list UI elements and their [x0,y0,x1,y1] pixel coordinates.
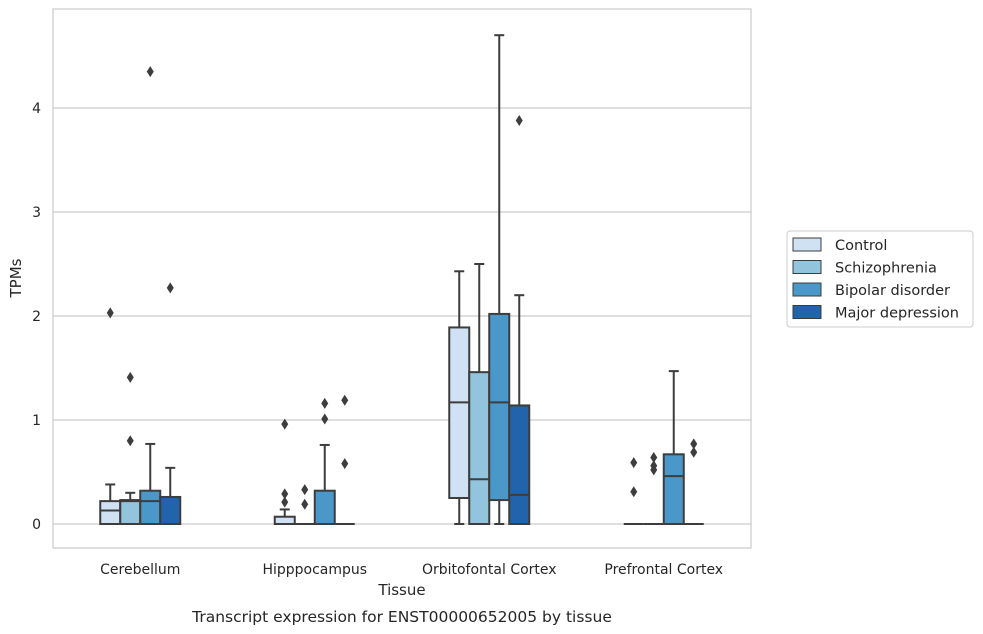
box-body [508,404,531,525]
x-tick-label-4: Prefrontal Cortex [604,562,723,578]
box-2-3 [468,263,491,525]
box-body [662,453,685,526]
legend-swatch-1 [792,237,822,252]
box-2-4 [643,451,664,525]
box-plots [99,34,704,526]
outlier-point [650,451,658,463]
outlier-point [126,371,134,383]
y-axis-label: TPMs [7,258,25,298]
outlier-point [126,435,134,447]
box-2-2 [294,484,315,525]
x-tick-label-2: Hipppocampus [262,562,367,578]
y-tick-label-2: 2 [32,309,41,325]
box-3-2 [313,397,336,525]
legend-label-1: Control [835,238,887,254]
box-1-1 [99,307,122,525]
legend-swatch-2 [792,260,822,274]
box-4-1 [159,282,182,525]
y-tick-labels: 0 1 2 3 4 [32,101,41,533]
y-tick-label-1: 1 [32,413,41,429]
legend-frame [786,230,974,328]
outlier-point [301,484,309,496]
box-body [139,489,162,525]
outlier-point [341,458,349,470]
x-tick-label-3: Orbitofontal Cortex [422,562,557,578]
grid-lines [53,107,751,525]
outlier-point [281,488,289,500]
box-4-4 [683,438,704,525]
legend: Control Schizophrenia Bipolar disorder Majo… [786,230,974,328]
box-body [448,326,471,499]
legend-label-2: Schizophrenia [835,261,937,277]
outlier-point [281,418,289,430]
y-tick-label-4: 4 [32,101,41,117]
outlier-point [106,307,114,319]
box-body [159,495,182,525]
x-tick-labels: Cerebellum Hipppocampus Orbitofontal Corte… [100,562,723,578]
legend-swatch-4 [792,305,822,319]
y-tick-label-0: 0 [32,517,41,533]
outlier-point [281,496,289,508]
outlier-point [341,394,349,406]
y-tick-label-3: 3 [32,205,41,221]
outlier-point [321,397,329,409]
box-3-1 [139,66,162,525]
outlier-point [650,460,658,472]
box-body [313,489,336,525]
box-4-3 [508,114,531,525]
outlier-point [146,66,154,78]
legend-label-3: Bipolar disorder [835,283,950,299]
outlier-point [166,282,174,294]
chart-caption: Transcript expression for ENST0000065200… [191,608,612,626]
outlier-point [630,486,638,498]
outlier-point [321,413,329,425]
outlier-point [690,446,698,458]
legend-swatch-3 [792,282,822,297]
outlier-point [630,457,638,469]
box-body [273,515,296,525]
box-4-2 [334,394,355,525]
box-body [119,499,142,525]
box-1-4 [623,457,644,525]
x-tick-label-1: Cerebellum [100,562,180,578]
box-1-3 [448,270,471,525]
box-body [468,371,491,525]
plot-frame [52,8,752,549]
legend-label-4: Major depression [835,306,959,322]
outlier-point [301,498,309,510]
box-1-2 [273,418,296,525]
box-2-1 [119,371,142,525]
outlier-point [690,438,698,450]
box-body [488,312,511,502]
outlier-point [515,114,523,126]
box-3-4 [662,370,685,526]
box-body [99,500,122,525]
x-axis-label: Tissue [377,581,425,599]
